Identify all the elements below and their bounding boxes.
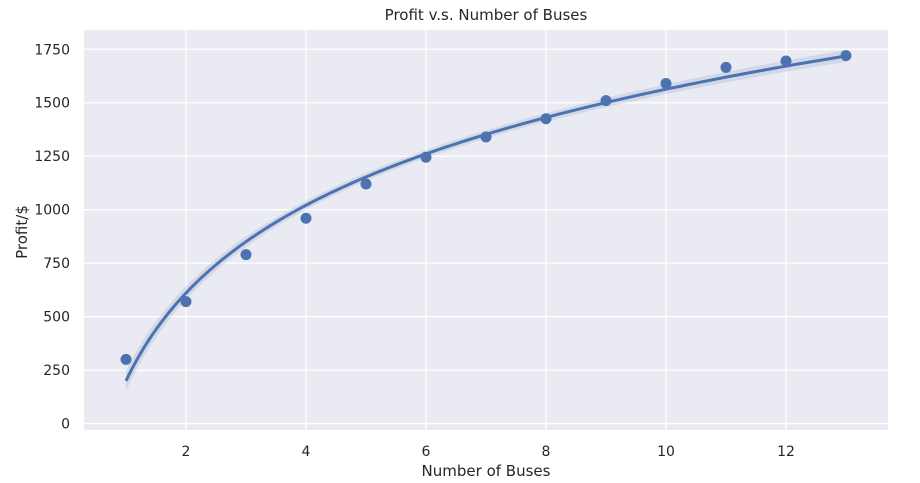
data-point: [780, 55, 792, 67]
y-tick-label: 1500: [34, 96, 70, 112]
x-tick-label: 12: [777, 444, 795, 460]
x-tick-labels: 2 4 6 8 10 12: [182, 444, 795, 460]
y-tick-labels: 0 250 500 750 1000 1250 1500 1750: [34, 42, 70, 432]
grid-lines: [84, 30, 888, 430]
y-axis-label: Profit/$: [13, 205, 31, 259]
data-point: [540, 113, 552, 125]
data-point: [720, 61, 732, 73]
data-points: [120, 50, 852, 365]
y-tick-label: 1000: [34, 203, 70, 219]
y-tick-label: 1250: [34, 149, 70, 165]
y-tick-label: 750: [43, 256, 70, 272]
data-point: [420, 151, 432, 163]
data-point: [840, 50, 852, 62]
data-point: [240, 249, 252, 261]
y-tick-label: 500: [43, 310, 70, 326]
data-point: [480, 131, 492, 143]
data-point: [120, 353, 132, 365]
data-point: [300, 212, 312, 224]
data-point: [600, 95, 612, 107]
x-tick-label: 8: [542, 444, 551, 460]
data-point: [360, 178, 372, 190]
x-tick-label: 6: [422, 444, 431, 460]
data-point: [660, 77, 672, 89]
y-tick-label: 250: [43, 363, 70, 379]
data-point: [180, 296, 192, 308]
x-tick-label: 2: [182, 444, 191, 460]
x-axis-label: Number of Buses: [422, 462, 551, 480]
plot-area: [84, 30, 888, 430]
y-tick-label: 0: [61, 417, 70, 433]
x-tick-label: 10: [657, 444, 675, 460]
y-tick-label: 1750: [34, 42, 70, 58]
x-tick-label: 4: [302, 444, 311, 460]
chart-title: Profit v.s. Number of Buses: [385, 6, 588, 24]
